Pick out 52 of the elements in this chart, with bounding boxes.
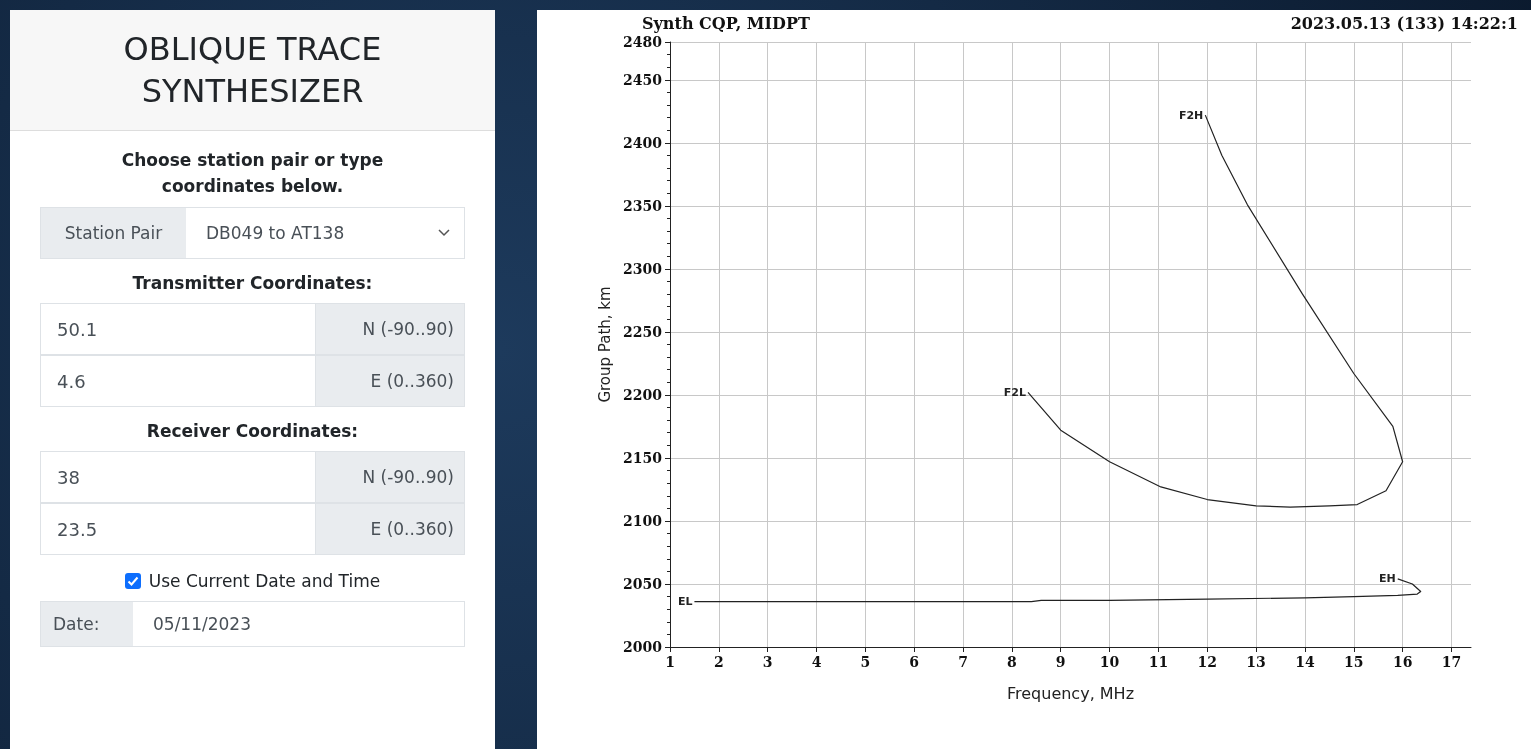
y-tick-label: 2350 [623,197,663,214]
text: 23.5 [56,517,99,542]
x-tick-label: 4 [811,654,822,670]
text: Transmitter Coordinates: [131,273,374,293]
y-axis-title: Group Path, km [595,286,614,403]
text: Choose station pair or type coordinates below. [120,149,385,198]
x-tick-label: 13 [1246,654,1266,670]
y-tick-label: 2150 [623,449,663,466]
y-tick-label: 2250 [623,323,663,340]
x-tick-label: 16 [1392,654,1413,670]
text: 50.1 [56,317,99,342]
x-tick-label: 17 [1441,654,1462,670]
x-tick-label: 15 [1344,654,1364,670]
x-tick-label: 9 [1055,654,1066,670]
text: 05/11/2023 [152,613,252,636]
chart-subtitle: 2023.05.13 (133) 14:22:1 [1290,13,1518,33]
text: Receiver Coordinates: [145,421,360,441]
text: N (-90..90) [315,304,464,354]
x-tick-label: 2 [713,654,724,670]
annotation: F2L [1003,385,1027,399]
y-tick-label: 2200 [623,386,663,403]
x-axis-title: Frequency, MHz [1006,683,1135,703]
text: Use Current Date and Time [148,571,381,591]
text: 38 [56,465,81,490]
y-tick-label: 2000 [623,639,663,655]
text: E (0..360) [315,504,464,554]
annotation: F2H [1178,108,1204,122]
y-tick-label: 2450 [623,71,663,88]
y-tick-label: 2300 [623,260,663,277]
x-tick-label: 1 [665,654,675,670]
text: 4.6 [56,369,87,394]
text: Date: [41,602,133,646]
annotation: EL [677,595,693,609]
annotation: EH [1379,572,1396,586]
x-tick-label: 10 [1099,654,1120,670]
text: N (-90..90) [315,452,464,502]
x-tick-label: 12 [1197,654,1217,670]
y-tick-label: 2400 [623,134,663,151]
x-tick-label: 14 [1295,654,1315,670]
x-tick-label: 6 [909,654,920,670]
chart-title: Synth CQP, MIDPT [642,13,810,33]
station-pair-select: Station Pair DB049 to AT138 [40,207,465,259]
x-tick-label: 3 [762,654,773,670]
y-tick-label: 2050 [623,575,663,592]
y-tick-label: 2100 [623,512,663,529]
x-tick-label: 8 [1007,654,1017,670]
x-tick-label: 7 [958,654,968,670]
x-tick-label: 5 [860,654,871,670]
text: E (0..360) [315,356,464,406]
y-tick-label: 2480 [623,34,663,50]
text: OBLIQUE TRACE SYNTHESIZER [10,10,495,131]
x-tick-label: 11 [1148,654,1169,670]
